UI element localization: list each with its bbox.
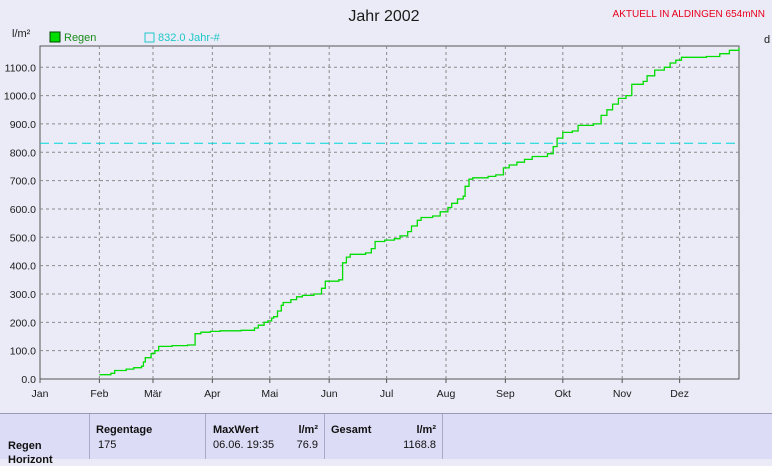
y-tick-label: 600.0 — [10, 204, 36, 216]
legend-average-label: 832.0 Jahr-# — [158, 32, 221, 44]
regentage-cell: Regentage 175 — [89, 414, 205, 459]
stats-row-label-horizont: Horizont — [8, 454, 53, 466]
y-tick-label: 300.0 — [10, 289, 36, 301]
station-label: AKTUELL IN ALDINGEN 654mNN — [613, 9, 765, 20]
y-tick-label: 900.0 — [10, 119, 36, 131]
stats-empty-cell — [442, 414, 772, 459]
gesamt-unit: l/m² — [416, 424, 436, 436]
regentage-value: 175 — [98, 439, 117, 451]
grid — [40, 46, 739, 379]
x-tick-label: Jul — [380, 388, 393, 400]
maxwert-value: 76.9 — [296, 439, 318, 451]
y-tick-label: 800.0 — [10, 147, 36, 159]
x-tick-label: Mär — [144, 388, 163, 400]
maxwert-cell: MaxWert l/m² 06.06. 19:35 76.9 — [205, 414, 324, 459]
y-tick-label: 200.0 — [10, 317, 36, 329]
maxwert-time: 06.06. 19:35 — [213, 439, 275, 451]
maxwert-header: MaxWert — [213, 424, 259, 436]
y-tick-label: 0.0 — [21, 374, 36, 386]
legend-regen-swatch — [49, 31, 61, 43]
y-tick-label: 500.0 — [10, 232, 36, 244]
y-tick-label: 400.0 — [10, 261, 36, 273]
x-tick-label: Jan — [32, 388, 49, 400]
x-tick-label: Dez — [670, 388, 689, 400]
gesamt-value: 1168.8 — [403, 439, 436, 451]
y-tick-label: 1000.0 — [4, 91, 36, 103]
x-tick-label: Mai — [261, 388, 278, 400]
x-tick-label: Jun — [321, 388, 338, 400]
chart-title: Jahr 2002 — [348, 8, 419, 25]
rain-chart: Jahr 2002 AKTUELL IN ALDINGEN 654mNN l/m… — [4, 8, 770, 400]
gesamt-header: Gesamt — [331, 424, 372, 436]
axis-ticks: 0.0 100.0 200.0 300.0 400.0 500.0 600.0 700.0 80… — [4, 62, 689, 400]
stats-row-label-regen: Regen — [8, 440, 42, 452]
regentage-header: Regentage — [96, 424, 153, 436]
legend-regen-label: Regen — [64, 32, 96, 44]
y-tick-label: 700.0 — [10, 176, 36, 188]
x-tick-label: Nov — [613, 388, 632, 400]
legend-average-swatch — [144, 32, 155, 43]
x-tick-label: Sep — [496, 388, 515, 400]
x-tick-label: Feb — [90, 388, 108, 400]
stats-panel: Regen Horizont Regentage 175 MaxWert l/m… — [0, 413, 772, 466]
maxwert-unit: l/m² — [298, 424, 318, 436]
regen-series-line — [99, 47, 740, 376]
y-tick-label: 100.0 — [10, 346, 36, 358]
series — [40, 47, 740, 376]
edge-text: d — [764, 34, 770, 46]
x-tick-label: Aug — [437, 388, 456, 400]
y-axis-label: l/m² — [12, 28, 31, 40]
x-tick-label: Okt — [555, 388, 571, 400]
y-tick-label: 1100.0 — [5, 62, 36, 74]
gesamt-cell: Gesamt l/m² 1168.8 — [324, 414, 442, 459]
x-tick-label: Apr — [204, 388, 221, 400]
